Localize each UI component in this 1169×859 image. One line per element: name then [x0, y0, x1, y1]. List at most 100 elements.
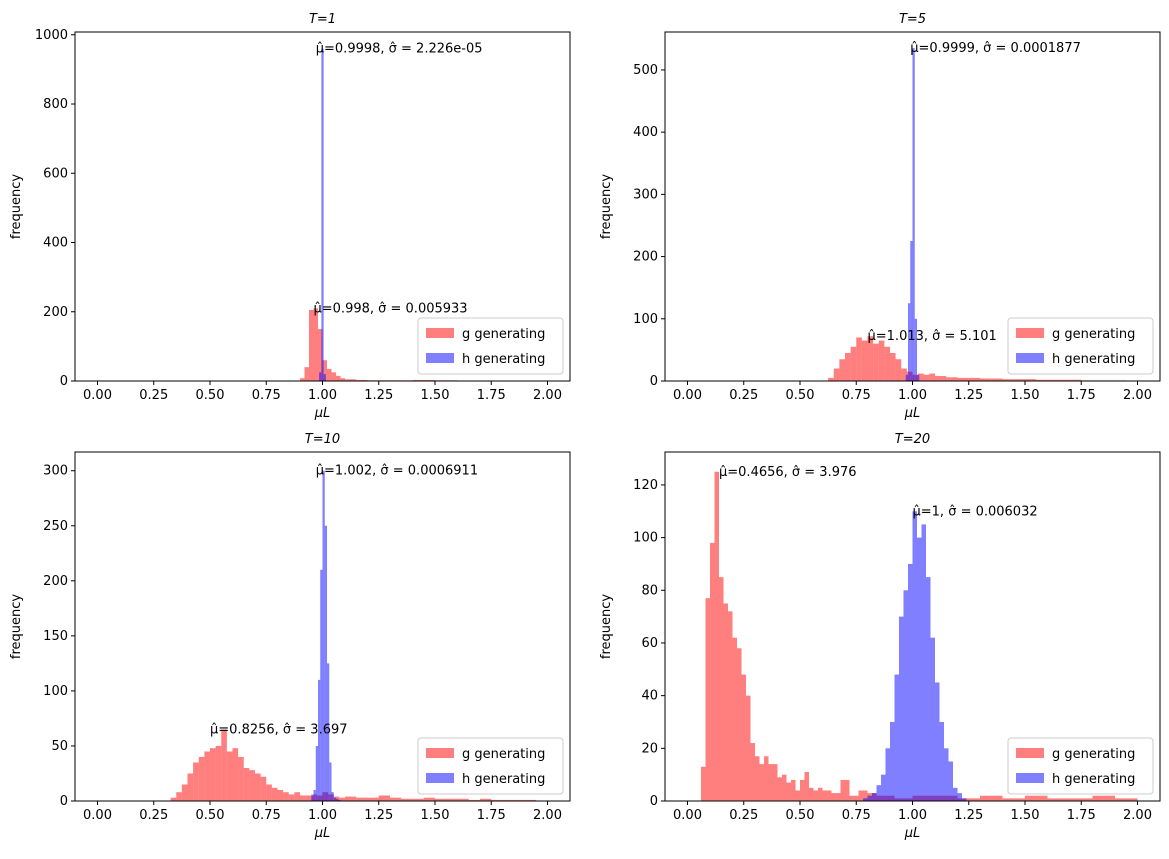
histogram-bar — [944, 748, 949, 801]
histogram-bar — [314, 790, 316, 801]
histogram-bar — [332, 792, 334, 801]
annotation: μ̂=0.9999, σ̂ = 0.0001877 — [910, 41, 1081, 56]
y-tick-label: 0 — [650, 374, 658, 389]
histogram-bar — [306, 795, 312, 801]
y-tick-label: 200 — [43, 574, 68, 589]
histogram-bar — [884, 347, 890, 381]
x-tick-label: 2.00 — [533, 808, 562, 823]
histogram-bar — [787, 783, 792, 801]
histogram-bar — [266, 784, 272, 801]
histogram-bar — [755, 756, 760, 801]
chart-title: T=10 — [305, 432, 340, 447]
x-tick-label: 0.75 — [842, 388, 871, 403]
legend-swatch — [426, 773, 454, 783]
histogram-bar — [778, 777, 783, 801]
histogram-bar — [935, 682, 940, 801]
x-tick-label: 0.00 — [83, 388, 112, 403]
histogram-bar — [782, 775, 787, 801]
histogram-bar — [305, 367, 310, 381]
histogram-bar — [904, 590, 909, 801]
histogram-bar — [319, 372, 321, 381]
y-tick-label: 300 — [633, 187, 658, 202]
y-tick-label: 200 — [633, 250, 658, 265]
histogram-bar — [915, 319, 917, 381]
histogram-bar — [879, 341, 885, 381]
histogram-bar — [873, 344, 879, 381]
y-tick-label: 0 — [650, 794, 658, 809]
x-axis-label: μL — [314, 406, 331, 421]
y-tick-label: 20 — [641, 741, 658, 756]
legend-swatch — [1016, 773, 1044, 783]
x-tick-label: 0.75 — [252, 388, 281, 403]
histogram-bar — [719, 577, 724, 801]
histogram-bar — [710, 543, 715, 801]
legend-swatch — [1016, 748, 1044, 758]
histogram-bar — [946, 377, 957, 381]
histogram-bar — [289, 794, 295, 801]
histogram-bar — [193, 762, 199, 801]
histogram-bar — [899, 617, 904, 801]
histogram-bar — [742, 675, 747, 801]
y-tick-label: 800 — [43, 97, 68, 112]
x-tick-label: 0.50 — [196, 388, 225, 403]
histogram-bar — [800, 780, 805, 801]
histogram-bar — [862, 341, 868, 381]
histogram-bar — [324, 374, 326, 381]
histogram-bar — [311, 795, 313, 801]
x-tick-label: 1.75 — [477, 388, 506, 403]
histogram-bar — [329, 762, 331, 801]
histogram-bar — [791, 780, 796, 801]
legend-label: h generating — [1052, 772, 1135, 787]
x-tick-label: 1.25 — [954, 388, 983, 403]
x-tick-label: 1.25 — [364, 388, 393, 403]
histogram-bar — [320, 570, 322, 801]
histogram-bar — [294, 792, 300, 801]
x-tick-label: 1.25 — [954, 808, 983, 823]
x-tick-label: 0.50 — [196, 808, 225, 823]
chart-title: T=5 — [899, 12, 926, 27]
histogram-bar — [805, 772, 810, 801]
legend-swatch — [426, 353, 454, 363]
x-tick-label: 1.00 — [308, 388, 337, 403]
x-tick-label: 1.50 — [1011, 808, 1040, 823]
histogram-bar — [953, 788, 958, 801]
histogram-bar — [715, 472, 720, 801]
x-tick-label: 0.00 — [83, 808, 112, 823]
histogram-bar — [839, 359, 845, 381]
histogram-bar — [850, 796, 859, 801]
histogram-bar — [818, 788, 823, 801]
histogram-bar — [221, 729, 227, 801]
histogram-bar — [924, 375, 930, 381]
histogram-bar — [733, 638, 738, 801]
y-tick-label: 400 — [633, 125, 658, 140]
histogram-bar — [769, 764, 774, 801]
y-tick-label: 200 — [43, 305, 68, 320]
histogram-bar — [906, 375, 908, 381]
legend-label: h generating — [462, 772, 545, 787]
histogram-bar — [913, 511, 918, 801]
x-tick-label: 1.25 — [364, 808, 393, 823]
histogram-bar — [332, 372, 337, 381]
histogram-bar — [773, 764, 778, 801]
y-axis-label: frequency — [9, 174, 24, 240]
y-tick-label: 500 — [633, 63, 658, 78]
histogram-bar — [926, 577, 931, 801]
histogram-bar — [931, 638, 936, 801]
x-axis-label: μL — [904, 406, 921, 421]
histogram-bar — [318, 680, 320, 801]
annotation: μ̂=0.998, σ̂ = 0.005933 — [314, 301, 468, 316]
y-tick-label: 100 — [633, 312, 658, 327]
x-tick-label: 1.00 — [308, 808, 337, 823]
histogram-bar — [327, 369, 332, 381]
y-axis-label: frequency — [599, 174, 614, 240]
histogram-bar — [1025, 796, 1048, 801]
legend-label: g generating — [462, 327, 545, 342]
histogram-bar — [283, 792, 289, 801]
x-axis-label: μL — [904, 826, 921, 841]
histogram-bar — [764, 756, 769, 801]
histogram-bar — [809, 788, 814, 801]
histogram-bar — [917, 538, 922, 801]
histogram-bar — [929, 374, 935, 381]
histogram-bar — [309, 310, 314, 381]
